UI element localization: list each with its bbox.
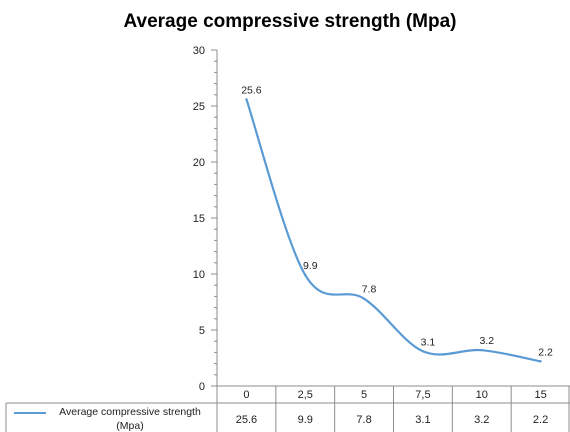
x-category-label: 0 xyxy=(243,389,249,401)
data-point xyxy=(304,273,307,277)
y-tick-label: 5 xyxy=(199,325,205,337)
y-tick-label: 0 xyxy=(199,381,205,393)
table-value-cell: 3.2 xyxy=(474,414,489,426)
x-category-label: 10 xyxy=(476,389,488,401)
y-tick-label: 20 xyxy=(193,157,205,169)
data-point xyxy=(362,297,366,300)
data-table: 0 2,5 5 7,5 10 15 Average compressive strength… xyxy=(5,385,570,432)
data-point xyxy=(480,348,483,352)
data-label: 9.9 xyxy=(303,260,318,272)
legend-series-name-unit: (Mpa) xyxy=(116,420,143,432)
y-tick-label: 30 xyxy=(193,45,205,57)
data-label: 7.8 xyxy=(362,284,377,296)
table-value-cell: 25.6 xyxy=(236,414,257,426)
data-label: 3.2 xyxy=(479,335,494,347)
y-tick-label: 25 xyxy=(193,101,205,113)
x-category-label: 5 xyxy=(361,389,367,401)
data-point xyxy=(539,360,542,363)
chart-title: Average compressive strength (Mpa) xyxy=(124,11,457,32)
series-layer xyxy=(245,98,542,363)
y-tick-label: 15 xyxy=(193,213,205,225)
data-point xyxy=(421,350,425,353)
table-value-cell: 7.8 xyxy=(356,414,371,426)
series-line xyxy=(245,98,541,363)
table-value-cell: 9.9 xyxy=(298,414,313,426)
x-category-label: 7,5 xyxy=(415,389,430,401)
x-category-label: 15 xyxy=(534,389,546,401)
legend-series-name: Average compressive strength xyxy=(59,406,201,418)
x-category-label: 2,5 xyxy=(298,389,313,401)
data-label: 2.2 xyxy=(538,346,553,358)
table-value-cell: 3.1 xyxy=(415,414,430,426)
data-label-layer: 25.6 9.9 7.8 3.1 3.2 2.2 xyxy=(241,84,553,358)
axis-layer: 0 5 10 15 20 25 30 xyxy=(193,45,218,432)
data-label: 3.1 xyxy=(421,336,436,348)
data-point xyxy=(245,98,248,101)
y-tick-label: 10 xyxy=(193,269,205,281)
data-label: 25.6 xyxy=(241,84,262,96)
table-value-cell: 2.2 xyxy=(533,414,548,426)
